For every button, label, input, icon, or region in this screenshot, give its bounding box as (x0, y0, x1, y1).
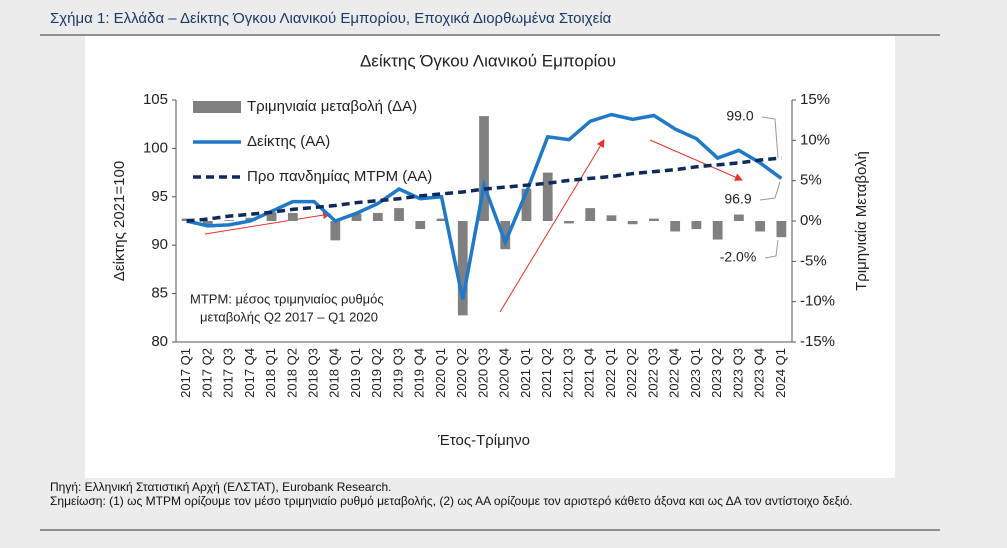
x-tick-label: 2021 Q2 (539, 348, 554, 398)
y-tick-label: 85 (151, 285, 168, 302)
legend-swatch (193, 101, 241, 113)
y-tick-label: 100 (143, 139, 168, 156)
bar (372, 212, 383, 221)
bar (734, 214, 744, 221)
x-tick-label: 2020 Q2 (454, 348, 469, 398)
x-tick-label: 2017 Q1 (178, 348, 193, 398)
x-tick-label: 2022 Q1 (603, 348, 618, 398)
annotation: 96.9 (724, 191, 751, 207)
legend-label: Δείκτης (ΑΑ) (247, 133, 330, 150)
leader-line (759, 181, 781, 201)
x-tick-label: 2019 Q4 (412, 348, 427, 398)
bar (627, 221, 638, 225)
bar (564, 221, 574, 224)
bar (394, 208, 404, 221)
bar (457, 221, 468, 316)
x-tick-label: 2022 Q4 (667, 348, 682, 398)
bar (415, 221, 426, 230)
x-tick-label: 2021 Q4 (582, 348, 597, 398)
legend-label: Προ πανδημίας ΜΤΡΜ (ΑΑ) (247, 168, 432, 185)
bar (436, 218, 447, 221)
y-tick-label: 90 (151, 236, 168, 253)
footnote: Σημείωση: (1) ως ΜΤΡΜ ορίζουμε τον μέσο … (50, 494, 853, 508)
trend-arrow (499, 139, 605, 313)
bar (330, 221, 341, 241)
x-tick-label: 2023 Q4 (752, 348, 767, 398)
x-tick-label: 2019 Q2 (369, 348, 384, 398)
y-axis-label: Δείκτης 2021=100 (111, 161, 128, 281)
y-tick-label: 95 (151, 188, 168, 205)
x-tick-label: 2019 Q1 (348, 348, 363, 398)
x-tick-label: 2020 Q1 (433, 348, 448, 398)
x-tick-label: 2018 Q4 (327, 348, 342, 398)
x-tick-label: 2017 Q2 (199, 348, 214, 398)
source: Πηγή: Ελληνική Στατιστική Αρχή (ΕΛΣΤΑΤ),… (50, 480, 392, 494)
y2-tick-label: -15% (800, 333, 835, 350)
y2-tick-label: -10% (800, 293, 835, 310)
footer: Πηγή: Ελληνική Στατιστική Αρχή (ΕΛΣΤΑΤ),… (50, 480, 930, 508)
bar (351, 213, 362, 221)
bar (224, 220, 234, 221)
bar (585, 208, 596, 221)
y2-tick-label: 15% (800, 91, 830, 108)
y2-tick-label: 0% (800, 212, 822, 229)
bar (479, 116, 489, 221)
bar (712, 221, 723, 240)
y-tick-label: 80 (151, 333, 168, 350)
bar (606, 215, 617, 221)
x-tick-label: 2017 Q4 (242, 348, 257, 398)
annotation: 99.0 (726, 108, 753, 124)
x-axis-label: Έτος-Τρίμηνο (437, 432, 530, 449)
chart-title: Δείκτης Όγκου Λιανικού Εμπορίου (360, 51, 616, 70)
line (186, 156, 782, 223)
y-tick-label: 105 (143, 91, 168, 108)
x-tick-label: 2023 Q3 (730, 348, 745, 398)
x-tick-label: 2022 Q3 (645, 348, 660, 398)
leader-line (764, 239, 779, 259)
annotation: -2.0% (720, 249, 757, 265)
y2-tick-label: -5% (800, 252, 827, 269)
bar (649, 218, 659, 221)
note: μεταβολής Q2 2017 – Q1 2020 (200, 309, 378, 324)
x-tick-label: 2018 Q2 (284, 348, 299, 398)
y2-axis-label: Τριμηνιαία Μεταβολή (853, 151, 870, 291)
x-tick-label: 2023 Q2 (709, 348, 724, 398)
header-title: Σχήμα 1: Ελλάδα – Δείκτης Όγκου Λιανικού… (50, 10, 612, 27)
bar (776, 221, 787, 238)
x-tick-label: 2018 Q1 (263, 348, 278, 398)
chart-area (85, 36, 895, 478)
bar (266, 212, 277, 221)
x-tick-label: 2023 Q1 (688, 348, 703, 398)
x-tick-label: 2017 Q3 (221, 348, 236, 398)
leader-line (761, 116, 779, 159)
legend-label: Τριμηνιαία μεταβολή (ΔΑ) (247, 98, 417, 115)
x-tick-label: 2022 Q2 (624, 348, 639, 398)
trend-arrow (649, 139, 743, 181)
bar (287, 212, 298, 221)
bar (245, 217, 256, 221)
x-tick-label: 2019 Q3 (390, 348, 405, 398)
bar (691, 221, 702, 230)
x-tick-label: 2024 Q1 (773, 348, 788, 398)
trend-arrow (204, 211, 331, 235)
bar (755, 221, 766, 232)
bar (521, 188, 532, 221)
bar (202, 221, 213, 226)
x-tick-label: 2020 Q3 (475, 348, 490, 398)
note: ΜΤΡΜ: μέσος τριμηνιαίος ρυθμός (190, 291, 384, 306)
y2-tick-label: 10% (800, 131, 830, 148)
bar (670, 221, 681, 232)
bar (181, 218, 192, 221)
bar (542, 172, 553, 221)
bar (500, 221, 511, 250)
x-tick-label: 2021 Q1 (518, 348, 533, 398)
x-tick-label: 2021 Q3 (560, 348, 575, 398)
y2-tick-label: 5% (800, 172, 822, 189)
line (186, 112, 783, 300)
x-tick-label: 2018 Q3 (306, 348, 321, 398)
x-tick-label: 2020 Q4 (497, 348, 512, 398)
